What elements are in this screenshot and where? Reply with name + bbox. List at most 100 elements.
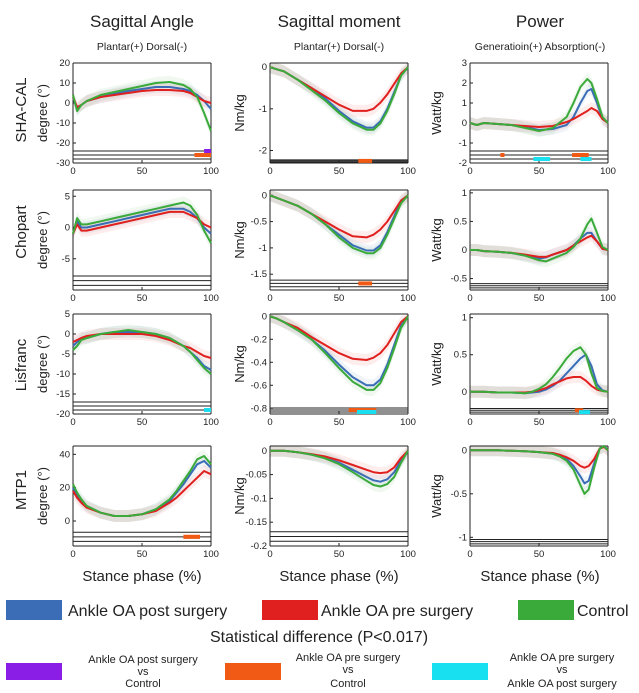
legend-swatch-control (518, 600, 574, 620)
band-mtp1-sagittal-angle-ankle-oa-post-surgery (73, 455, 211, 522)
xtick-label-mtp1-sagittal-angle: 0 (70, 549, 75, 560)
series-line-chopart-sagittal-angle-control (72, 201, 212, 244)
xtick-label-lisfranc-sagittal-angle: 100 (203, 417, 219, 428)
xtick-label-chopart-power: 100 (600, 293, 616, 304)
ytick-label-sha-cal-sagittal-moment: -1 (259, 104, 267, 115)
ytick-label-mtp1-sagittal-moment: -0.15 (245, 517, 267, 528)
xtick-label-sha-cal-sagittal-moment: 50 (334, 166, 345, 177)
sig-bar-sha-cal-power-pre-vs-post (580, 157, 592, 161)
sig-label-pre-vs-post-b: vs (557, 664, 569, 676)
ylabel-lisfranc-power: Watt/kg (429, 342, 444, 386)
band-lisfranc-sagittal-angle-ankle-oa-post-surgery (73, 326, 211, 376)
band-mtp1-sagittal-angle-ankle-oa-pre-surgery (73, 465, 211, 522)
ylabel-sha-cal-power: Watt/kg (429, 91, 444, 135)
sig-label-post-vs-control-a: Ankle OA post surgery (88, 654, 198, 666)
xtick-label-lisfranc-power: 0 (467, 417, 472, 428)
sig-bar-sha-cal-power-pre-vs-control (572, 153, 589, 157)
sig-label-pre-vs-post-c: Ankle OA post surgery (507, 678, 617, 690)
xlabel-power: Stance phase (%) (480, 568, 599, 585)
xtick-label-sha-cal-sagittal-moment: 100 (400, 166, 416, 177)
sig-label-pre-vs-control-b: vs (343, 664, 355, 676)
xtick-label-mtp1-sagittal-moment: 100 (400, 549, 416, 560)
band-lisfranc-sagittal-angle-control (73, 324, 211, 380)
band-mtp1-sagittal-moment-ankle-oa-post-surgery (270, 446, 408, 488)
ytick-label-sha-cal-sagittal-angle: -20 (56, 138, 70, 149)
col-subtitle-moment: Plantar(+) Dorsal(-) (294, 41, 384, 53)
ytick-label-chopart-sagittal-angle: -5 (62, 254, 70, 265)
ytick-label-sha-cal-power: -2 (459, 158, 467, 169)
panel-lisfranc-sagittal-angle: degree (°)50-5-10-15-200 50 100 (35, 309, 219, 428)
xtick-label-sha-cal-sagittal-angle: 0 (70, 166, 75, 177)
ylabel-sha-cal-sagittal-moment: Nm/kg (232, 94, 247, 132)
xtick-label-sha-cal-sagittal-angle: 100 (203, 166, 219, 177)
band-chopart-power-ankle-oa-pre-surgery (470, 229, 608, 263)
xtick-label-mtp1-sagittal-moment: 50 (334, 549, 345, 560)
ytick-label-lisfranc-sagittal-moment: -0.6 (251, 380, 267, 391)
band-mtp1-sagittal-angle-control (73, 450, 211, 522)
band-mtp1-power-control (470, 446, 608, 500)
xtick-label-lisfranc-power: 100 (600, 417, 616, 428)
ytick-label-lisfranc-sagittal-moment: -0.4 (251, 357, 267, 368)
sig-bar-lisfranc-power-pre-vs-post (579, 410, 591, 415)
ytick-label-chopart-sagittal-moment: 0 (262, 190, 267, 201)
sig-label-pre-vs-control-a: Ankle OA pre surgery (296, 652, 401, 664)
xtick-label-lisfranc-power: 50 (534, 417, 545, 428)
band-sha-cal-sagittal-moment-ankle-oa-pre-surgery (270, 63, 408, 117)
ytick-label-sha-cal-sagittal-angle: 0 (65, 98, 70, 109)
series-line-chopart-sagittal-moment-control (269, 194, 409, 255)
band-sha-cal-power-ankle-oa-post-surgery (470, 83, 608, 136)
ytick-label-sha-cal-power: 1 (462, 98, 467, 109)
ytick-label-lisfranc-sagittal-angle: -20 (56, 409, 70, 420)
band-chopart-sagittal-moment-control (270, 190, 408, 260)
ytick-label-lisfranc-sagittal-angle: -10 (56, 369, 70, 380)
xtick-label-mtp1-power: 50 (534, 549, 545, 560)
band-lisfranc-power-control (470, 341, 608, 400)
band-sha-cal-sagittal-moment-ankle-oa-post-surgery (270, 63, 408, 134)
sig-bar-sha-cal-sagittal-angle-pre-vs-control (194, 153, 211, 157)
ytick-label-chopart-sagittal-moment: -1.5 (251, 269, 267, 280)
ytick-label-lisfranc-sagittal-moment: 0 (262, 311, 267, 322)
ytick-label-sha-cal-sagittal-moment: -2 (259, 146, 267, 157)
band-lisfranc-sagittal-angle-ankle-oa-pre-surgery (73, 328, 211, 364)
xtick-label-sha-cal-sagittal-angle: 50 (137, 166, 148, 177)
ytick-label-chopart-sagittal-moment: -1 (259, 243, 267, 254)
ylabel-chopart-sagittal-moment: Nm/kg (232, 221, 247, 259)
ytick-label-chopart-sagittal-angle: 5 (65, 191, 70, 202)
series-line-lisfranc-sagittal-angle-control (72, 329, 212, 375)
ytick-label-mtp1-sagittal-moment: -0.2 (251, 541, 267, 552)
ytick-label-lisfranc-power: 1 (462, 313, 467, 324)
panel-sha-cal-sagittal-moment: Nm/kg0-1-20 50 100 (232, 62, 416, 177)
xtick-label-lisfranc-sagittal-angle: 0 (70, 417, 75, 428)
sig-swatch-pre-vs-control (225, 663, 281, 680)
sig-bar-chopart-sagittal-moment-pre-vs-control (358, 281, 373, 286)
panel-mtp1-sagittal-moment: Nm/kg0-0.05-0.1-0.15-0.20 50 100 (232, 445, 416, 560)
band-chopart-sagittal-angle-ankle-oa-pre-surgery (73, 205, 211, 240)
sig-label-pre-vs-post-a: Ankle OA pre surgery (510, 652, 615, 664)
sig-swatch-pre-vs-post (432, 663, 488, 680)
band-sha-cal-sagittal-moment-control (270, 63, 408, 136)
xtick-label-sha-cal-power: 100 (600, 166, 616, 177)
ytick-label-mtp1-sagittal-angle: 40 (59, 449, 70, 460)
ytick-label-lisfranc-sagittal-angle: 0 (65, 329, 70, 340)
xtick-label-sha-cal-power: 50 (534, 166, 545, 177)
sig-bar-sha-cal-sagittal-moment-pre-vs-control (358, 158, 373, 163)
ylabel-lisfranc-sagittal-moment: Nm/kg (232, 345, 247, 383)
ylabel-sha-cal-sagittal-angle: degree (°) (35, 84, 50, 142)
xtick-label-mtp1-power: 0 (467, 549, 472, 560)
ytick-label-chopart-power: -0.5 (451, 274, 467, 285)
legend-label-post: Ankle OA post surgery (68, 603, 227, 620)
ytick-label-sha-cal-sagittal-angle: 10 (59, 78, 70, 89)
band-sha-cal-sagittal-angle-control (73, 76, 211, 137)
band-lisfranc-power-ankle-oa-post-surgery (470, 348, 608, 400)
ylabel-lisfranc-sagittal-angle: degree (°) (35, 335, 50, 393)
ytick-label-mtp1-sagittal-angle: 20 (59, 483, 70, 494)
series-legend: Ankle OA post surgery Ankle OA pre surge… (6, 600, 629, 620)
ytick-label-sha-cal-sagittal-moment: 0 (262, 62, 267, 73)
band-lisfranc-sagittal-moment-ankle-oa-pre-surgery (270, 314, 408, 366)
xlabel-moment: Stance phase (%) (279, 568, 398, 585)
ylabel-mtp1-sagittal-moment: Nm/kg (232, 477, 247, 515)
